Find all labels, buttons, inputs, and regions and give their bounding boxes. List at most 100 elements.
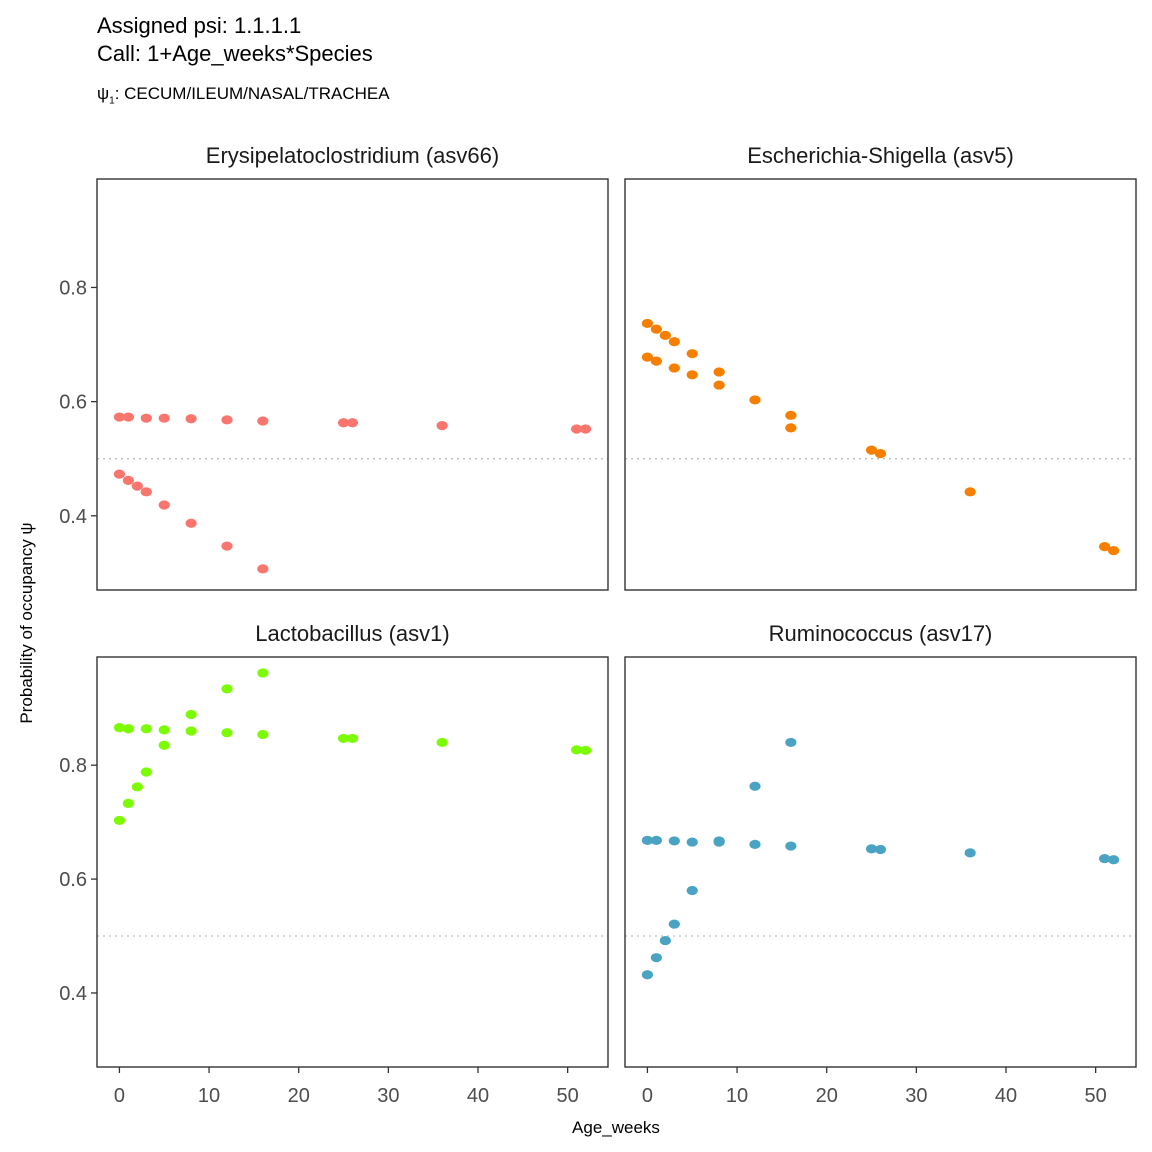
x-tick-label: 0 <box>642 1085 653 1107</box>
data-point <box>140 724 152 734</box>
data-point <box>571 745 583 755</box>
psi-groups-label: : CECUM/ILEUM/NASAL/TRACHEA <box>114 84 390 103</box>
data-point <box>122 412 134 422</box>
data-point <box>113 412 126 422</box>
data-point <box>749 781 761 791</box>
data-point <box>158 740 170 750</box>
y-tick-label: 0.8 <box>59 755 87 777</box>
data-point <box>641 835 654 845</box>
panel-1: Erysipelatoclostridium (asv66) 0.4 0.6 0.8 <box>59 143 609 591</box>
panel-frame <box>624 178 1137 591</box>
data-point <box>346 418 359 428</box>
x-tick-label: 30 <box>905 1085 927 1107</box>
header-psi-groups: ψ1: CECUM/ILEUM/NASAL/TRACHEA <box>97 84 390 106</box>
data-point <box>1107 546 1120 556</box>
data-point <box>686 370 698 380</box>
data-point <box>122 798 134 808</box>
x-tick-label: 10 <box>198 1085 220 1107</box>
panel-title: Escherichia-Shigella (asv5) <box>747 143 1014 168</box>
x-tick-label: 40 <box>467 1085 489 1107</box>
data-point <box>158 725 170 735</box>
panel-frame <box>96 656 609 1068</box>
x-tick-label: 30 <box>377 1085 399 1107</box>
data-point <box>185 414 197 424</box>
data-point <box>221 541 233 551</box>
panel-title: Lactobacillus (asv1) <box>255 621 449 646</box>
x-tick-label: 10 <box>726 1085 748 1107</box>
data-point <box>185 726 197 736</box>
panel-2: Escherichia-Shigella (asv5) <box>624 143 1137 591</box>
data-point <box>865 844 878 854</box>
data-point <box>436 421 448 431</box>
y-tick-label: 0.4 <box>59 983 87 1005</box>
data-point <box>668 337 680 347</box>
data-point <box>749 395 761 405</box>
data-point <box>785 423 797 433</box>
data-point <box>713 380 725 390</box>
data-point <box>346 733 359 744</box>
x-tick-label: 0 <box>114 1085 125 1107</box>
data-point <box>964 487 976 497</box>
y-axis-label: Probability of occupancy ψ <box>17 522 36 723</box>
data-point <box>436 737 448 748</box>
x-tick-label: 40 <box>995 1085 1017 1107</box>
header-call: Call: 1+Age_weeks*Species <box>97 41 373 66</box>
data-point <box>131 481 143 491</box>
data-point <box>140 487 152 497</box>
data-point <box>686 885 698 896</box>
data-point <box>713 836 725 846</box>
data-point <box>713 367 725 377</box>
data-point <box>650 953 662 963</box>
data-point <box>221 728 233 738</box>
data-point <box>579 424 592 434</box>
data-point <box>668 836 680 846</box>
data-point <box>686 837 698 847</box>
data-point <box>650 324 662 334</box>
data-point <box>785 841 797 851</box>
x-tick-label: 50 <box>1085 1085 1107 1107</box>
y-tick-label: 0.8 <box>59 277 87 299</box>
data-point <box>221 684 233 694</box>
data-point <box>1107 855 1120 865</box>
x-axis-label: Age_weeks <box>572 1118 660 1137</box>
y-tick-label: 0.6 <box>59 392 87 414</box>
panel-frame <box>96 178 609 591</box>
data-point <box>650 835 662 845</box>
panel-title: Ruminococcus (asv17) <box>769 621 993 646</box>
x-tick-label: 20 <box>816 1085 838 1107</box>
data-point <box>131 782 143 792</box>
panel-frame <box>624 656 1137 1068</box>
panel-title: Erysipelatoclostridium (asv66) <box>206 143 499 168</box>
data-point <box>337 418 350 428</box>
data-point <box>337 733 350 744</box>
data-point <box>257 416 269 426</box>
data-point <box>874 448 887 459</box>
data-point <box>749 839 761 849</box>
data-point <box>874 844 887 855</box>
data-point <box>1099 542 1111 552</box>
x-tick-label: 20 <box>288 1085 310 1107</box>
data-point <box>571 424 583 434</box>
data-point <box>650 356 662 366</box>
data-point <box>641 970 654 980</box>
data-point <box>113 723 126 733</box>
data-point <box>659 935 671 946</box>
data-point <box>257 564 269 574</box>
panel-4: Ruminococcus (asv17) 0 10 20 30 40 50 <box>624 621 1137 1107</box>
psi-subscript: 1 <box>109 95 115 107</box>
data-point <box>668 919 680 929</box>
psi-symbol: ψ <box>97 84 110 103</box>
data-point <box>785 410 797 420</box>
panel-3: Lactobacillus (asv1) 0.4 0.6 0.8 0 10 20 30 40 50 <box>59 621 609 1107</box>
data-point <box>641 352 654 362</box>
data-point <box>122 724 134 734</box>
data-point <box>185 709 197 720</box>
y-tick-label: 0.6 <box>59 869 87 891</box>
data-point <box>257 729 269 740</box>
data-point <box>113 815 126 826</box>
data-point <box>579 745 592 755</box>
data-point <box>686 349 698 359</box>
data-point <box>122 475 134 485</box>
data-point <box>668 363 680 373</box>
data-point <box>1099 853 1111 864</box>
